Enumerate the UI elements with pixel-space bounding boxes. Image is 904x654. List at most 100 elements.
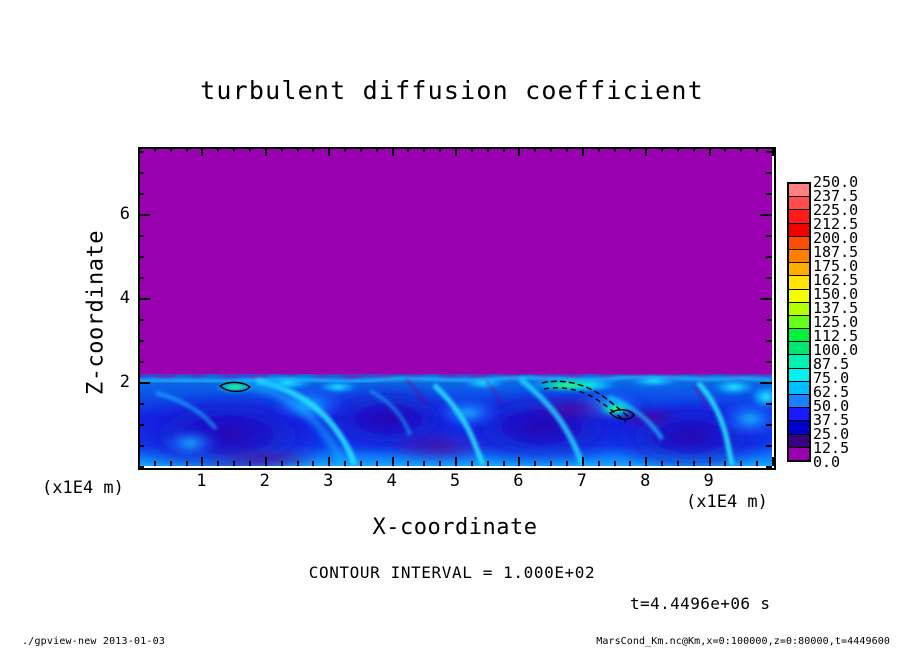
colorbar-tick-label: 50.0 bbox=[813, 397, 850, 415]
axis-tick bbox=[423, 147, 425, 152]
axis-tick bbox=[772, 147, 774, 156]
x-unit-left-label: (x1E4 m) bbox=[42, 478, 124, 498]
axis-tick bbox=[709, 147, 711, 156]
axis-tick bbox=[360, 147, 362, 152]
axis-tick bbox=[138, 466, 144, 468]
axis-tick bbox=[566, 147, 568, 152]
axis-tick bbox=[138, 361, 144, 363]
turbulence-field-svg bbox=[138, 147, 772, 466]
axis-tick bbox=[138, 298, 150, 300]
y-tick-label: 2 bbox=[119, 372, 130, 393]
axis-tick bbox=[760, 298, 772, 300]
axis-tick bbox=[566, 461, 568, 466]
axis-tick bbox=[407, 147, 409, 152]
axis-tick bbox=[766, 340, 772, 342]
x-tick-label: 2 bbox=[259, 471, 270, 491]
axis-tick bbox=[217, 461, 219, 466]
axis-tick bbox=[138, 382, 150, 384]
colorbar-tick-label: 175.0 bbox=[813, 257, 859, 275]
colorbar-swatch bbox=[789, 315, 809, 330]
axis-tick bbox=[693, 147, 695, 152]
axis-tick bbox=[138, 151, 144, 153]
colorbar-tick-label: 75.0 bbox=[813, 369, 850, 387]
axis-tick bbox=[138, 424, 144, 426]
axis-tick bbox=[249, 461, 251, 466]
colorbar-tick-label: 150.0 bbox=[813, 285, 859, 303]
axis-tick bbox=[487, 147, 489, 152]
x-tick-label: 1 bbox=[196, 471, 207, 491]
x-tick-label: 8 bbox=[640, 471, 651, 491]
colorbar-swatch bbox=[789, 408, 809, 422]
colorbar-tick-label: 37.5 bbox=[813, 411, 850, 429]
axis-tick bbox=[756, 147, 758, 152]
x-tick-label: 7 bbox=[576, 471, 587, 491]
colorbar bbox=[787, 182, 811, 462]
colorbar-swatch bbox=[789, 395, 809, 409]
x-tick-label: 9 bbox=[703, 471, 714, 491]
colorbar-tick-label: 12.5 bbox=[813, 439, 850, 457]
axis-tick bbox=[312, 461, 314, 466]
time-label: t=4.4496e+06 s bbox=[630, 594, 771, 613]
axis-tick bbox=[407, 461, 409, 466]
axis-tick bbox=[582, 457, 584, 466]
axis-tick bbox=[471, 147, 473, 152]
axis-tick bbox=[423, 461, 425, 466]
axis-tick bbox=[249, 147, 251, 152]
colorbar-labels: 250.0 237.5 225.0 212.5 200.0 187.5 175.0 162.5… bbox=[813, 175, 875, 470]
colorbar-swatch bbox=[789, 263, 809, 277]
colorbar-swatch bbox=[789, 329, 809, 343]
colorbar-swatch bbox=[789, 302, 809, 316]
axis-tick bbox=[772, 457, 774, 466]
axis-tick bbox=[281, 147, 283, 152]
axis-tick bbox=[760, 382, 772, 384]
axis-tick bbox=[550, 147, 552, 152]
colorbar-tick-label: 112.5 bbox=[813, 327, 859, 345]
colorbar-swatch bbox=[789, 197, 809, 211]
axis-tick bbox=[297, 147, 299, 152]
axis-tick bbox=[645, 147, 647, 156]
x-tick-label: 3 bbox=[323, 471, 334, 491]
x-tick-label: 4 bbox=[386, 471, 397, 491]
axis-tick bbox=[138, 256, 144, 258]
axis-tick bbox=[344, 147, 346, 152]
axis-tick bbox=[518, 147, 520, 156]
axis-tick bbox=[766, 235, 772, 237]
colorbar-swatch bbox=[789, 368, 809, 382]
axis-tick bbox=[614, 461, 616, 466]
axis-tick bbox=[760, 214, 772, 216]
axis-tick bbox=[598, 147, 600, 152]
axis-tick bbox=[766, 172, 772, 174]
axis-tick bbox=[297, 461, 299, 466]
axis-tick bbox=[392, 457, 394, 466]
axis-tick bbox=[138, 445, 144, 447]
axis-tick bbox=[503, 461, 505, 466]
axis-tick bbox=[439, 147, 441, 152]
axis-tick bbox=[677, 147, 679, 152]
axis-tick bbox=[661, 461, 663, 466]
axis-tick bbox=[766, 193, 772, 195]
colorbar-tick-label: 0.0 bbox=[813, 453, 841, 471]
colorbar-tick-label: 62.5 bbox=[813, 383, 850, 401]
axis-tick bbox=[766, 256, 772, 258]
axis-tick bbox=[217, 147, 219, 152]
axis-tick bbox=[471, 461, 473, 466]
colorbar-swatch bbox=[789, 184, 809, 198]
heatmap-field bbox=[138, 147, 772, 466]
colorbar-tick-label: 225.0 bbox=[813, 201, 859, 219]
axis-tick bbox=[392, 147, 394, 156]
axis-tick bbox=[138, 457, 140, 466]
axis-tick bbox=[518, 457, 520, 466]
axis-tick bbox=[154, 461, 156, 466]
axis-tick bbox=[201, 457, 203, 466]
axis-tick bbox=[661, 147, 663, 152]
axis-tick bbox=[455, 147, 457, 156]
colorbar-swatch bbox=[789, 236, 809, 250]
axis-tick bbox=[724, 461, 726, 466]
axis-tick bbox=[766, 151, 772, 153]
colorbar-swatch bbox=[789, 249, 809, 264]
axis-tick bbox=[756, 461, 758, 466]
axis-tick bbox=[766, 403, 772, 405]
colorbar-swatch bbox=[789, 289, 809, 303]
axis-tick bbox=[265, 457, 267, 466]
axis-tick bbox=[138, 214, 150, 216]
